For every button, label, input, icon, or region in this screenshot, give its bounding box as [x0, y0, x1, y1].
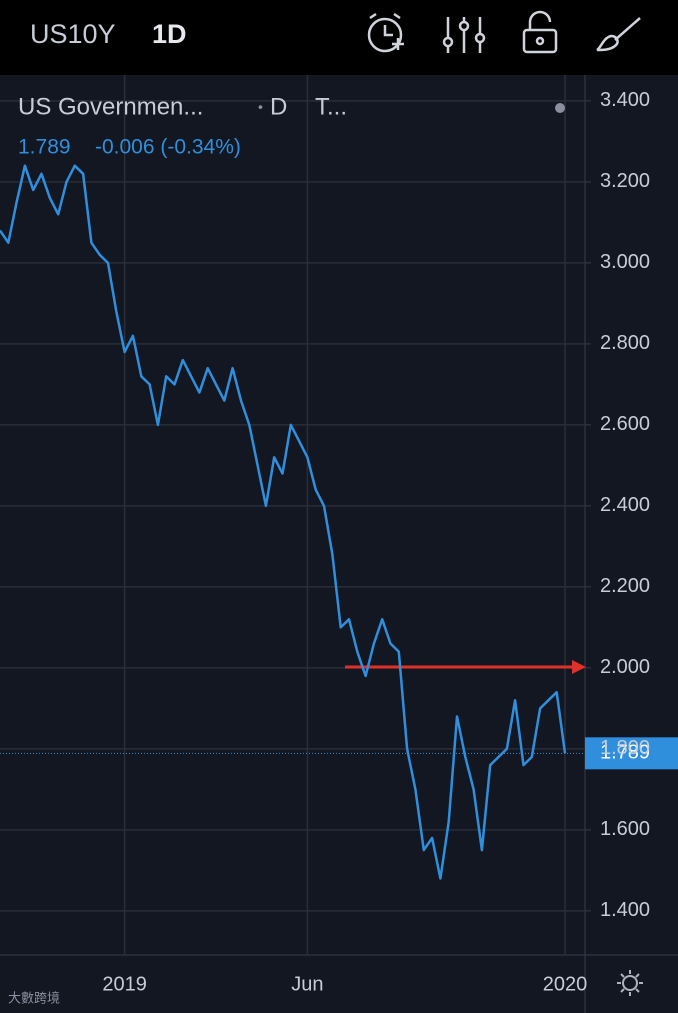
last-price-label: 1.789 — [600, 742, 650, 764]
y-tick-label: 3.200 — [600, 170, 650, 192]
x-tick-label: 2020 — [543, 973, 588, 995]
y-tick-label: 2.800 — [600, 332, 650, 354]
settings-icon[interactable] — [617, 970, 643, 996]
y-tick-label: 2.200 — [600, 575, 650, 597]
watermark: 大數跨境 — [8, 990, 60, 1005]
interval[interactable]: 1D — [152, 19, 187, 49]
annotation-arrowhead — [572, 660, 586, 674]
plot: 1.789 — [0, 164, 678, 880]
last-price-badge — [585, 737, 678, 770]
legend-change: -0.006 (-0.34%) — [95, 136, 241, 159]
toolbar-icons — [367, 10, 641, 54]
y-tick-label: 2.400 — [600, 494, 650, 516]
y-tick-label: 3.400 — [600, 89, 650, 111]
y-tick-label: 2.000 — [600, 656, 650, 678]
legend-separator: • — [258, 99, 263, 115]
alert-icon[interactable] — [367, 12, 404, 53]
legend-name: US Governmen... — [18, 93, 203, 120]
legend-source: T... — [315, 93, 347, 120]
toolbar — [0, 0, 678, 75]
grid — [0, 75, 591, 955]
lock-icon[interactable] — [522, 10, 558, 54]
price-line — [0, 164, 567, 880]
brush-icon[interactable] — [596, 17, 641, 52]
status-dot — [555, 103, 565, 113]
x-tick-label: 2019 — [102, 973, 147, 995]
symbol[interactable]: US10Y — [30, 19, 116, 49]
x-tick-label: Jun — [291, 973, 323, 995]
y-tick-label: 3.000 — [600, 251, 650, 273]
y-tick-label: 1.800 — [600, 737, 650, 759]
y-tick-label: 1.600 — [600, 818, 650, 840]
indicators-icon[interactable] — [442, 17, 486, 53]
y-tick-label: 1.400 — [600, 899, 650, 921]
legend-value: 1.789 — [18, 136, 71, 159]
legend-resolution: D — [270, 93, 287, 120]
y-tick-label: 2.600 — [600, 413, 650, 435]
